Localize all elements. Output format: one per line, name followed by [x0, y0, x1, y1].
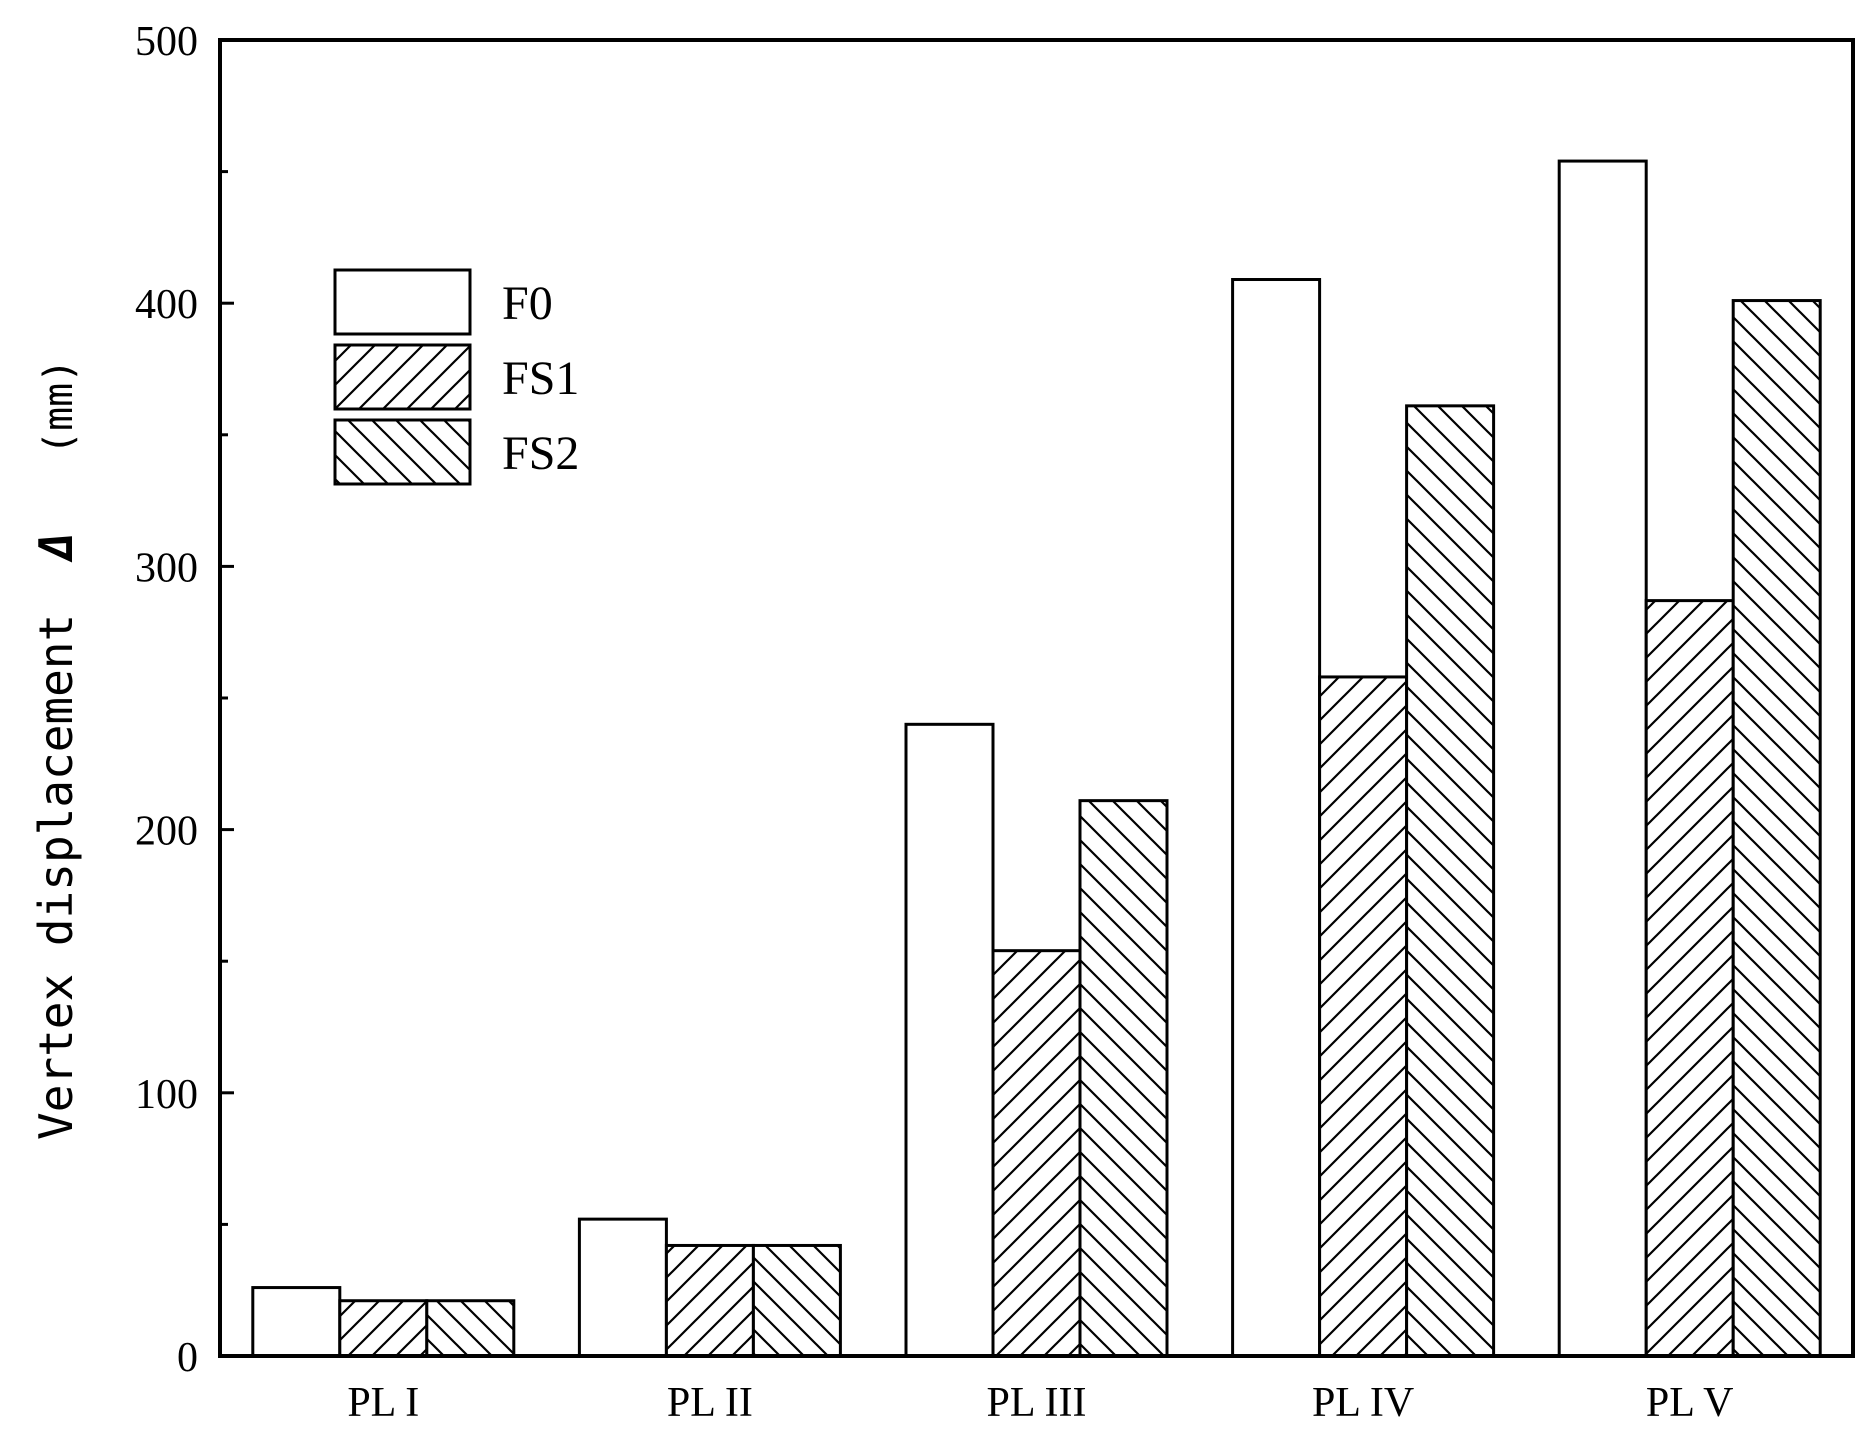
legend: F0 FS1 FS2: [333, 268, 579, 486]
bars-group: [251, 159, 1822, 1358]
bar-f0-pl-ii: [577, 1217, 668, 1358]
y-axis-unit: (mm): [36, 359, 82, 455]
bar-f0-pl-iii: [904, 722, 995, 1358]
plot-area: PL I PL II PL III PL IV PL V 0 100 200 300 400 500: [135, 19, 1855, 1426]
x-tick-label: PL V: [1646, 1380, 1734, 1426]
x-tick-label: PL III: [987, 1380, 1087, 1426]
y-axis-symbol: Δ: [29, 532, 83, 563]
y-axis-label: Vertex displacement: [29, 614, 83, 1140]
y-tick-label: 100: [135, 1072, 198, 1118]
bar-fs2-pl-i: [425, 1299, 516, 1358]
x-tick-label: PL I: [347, 1380, 419, 1426]
bar-fs2-pl-ii: [751, 1243, 842, 1358]
y-tick-label: 400: [135, 282, 198, 328]
y-tick-label: 200: [135, 809, 198, 855]
bar-fs2-pl-iii: [1078, 799, 1169, 1358]
legend-swatch-fs1: [333, 343, 472, 411]
bar-f0-pl-v: [1557, 159, 1648, 1358]
legend-label-f0: F0: [502, 277, 553, 330]
bar-f0-pl-iv: [1231, 278, 1322, 1358]
bar-fs1-pl-iv: [1318, 675, 1409, 1358]
axes-group: PL I PL II PL III PL IV PL V 0 100 200 300 400 500: [135, 19, 1855, 1426]
bar-fs2-pl-iv: [1405, 404, 1496, 1358]
y-axis-title: Vertex displacement Δ (mm): [29, 359, 83, 1140]
legend-label-fs1: FS1: [502, 352, 579, 405]
y-tick-label: 500: [135, 19, 198, 65]
x-tick-label: PL II: [667, 1380, 753, 1426]
bar-fs1-pl-v: [1644, 599, 1735, 1358]
legend-label-fs2: FS2: [502, 427, 579, 480]
y-tick-label: 0: [177, 1335, 198, 1381]
legend-swatch-fs2: [333, 418, 472, 486]
y-tick-label: 300: [135, 545, 198, 591]
bar-fs1-pl-i: [338, 1299, 429, 1358]
bar-fs1-pl-iii: [991, 949, 1082, 1358]
bar-f0-pl-i: [251, 1286, 342, 1358]
legend-swatch-f0: [333, 268, 472, 336]
bar-fs2-pl-v: [1731, 299, 1822, 1358]
bar-fs1-pl-ii: [664, 1243, 755, 1358]
x-tick-label: PL IV: [1312, 1380, 1414, 1426]
